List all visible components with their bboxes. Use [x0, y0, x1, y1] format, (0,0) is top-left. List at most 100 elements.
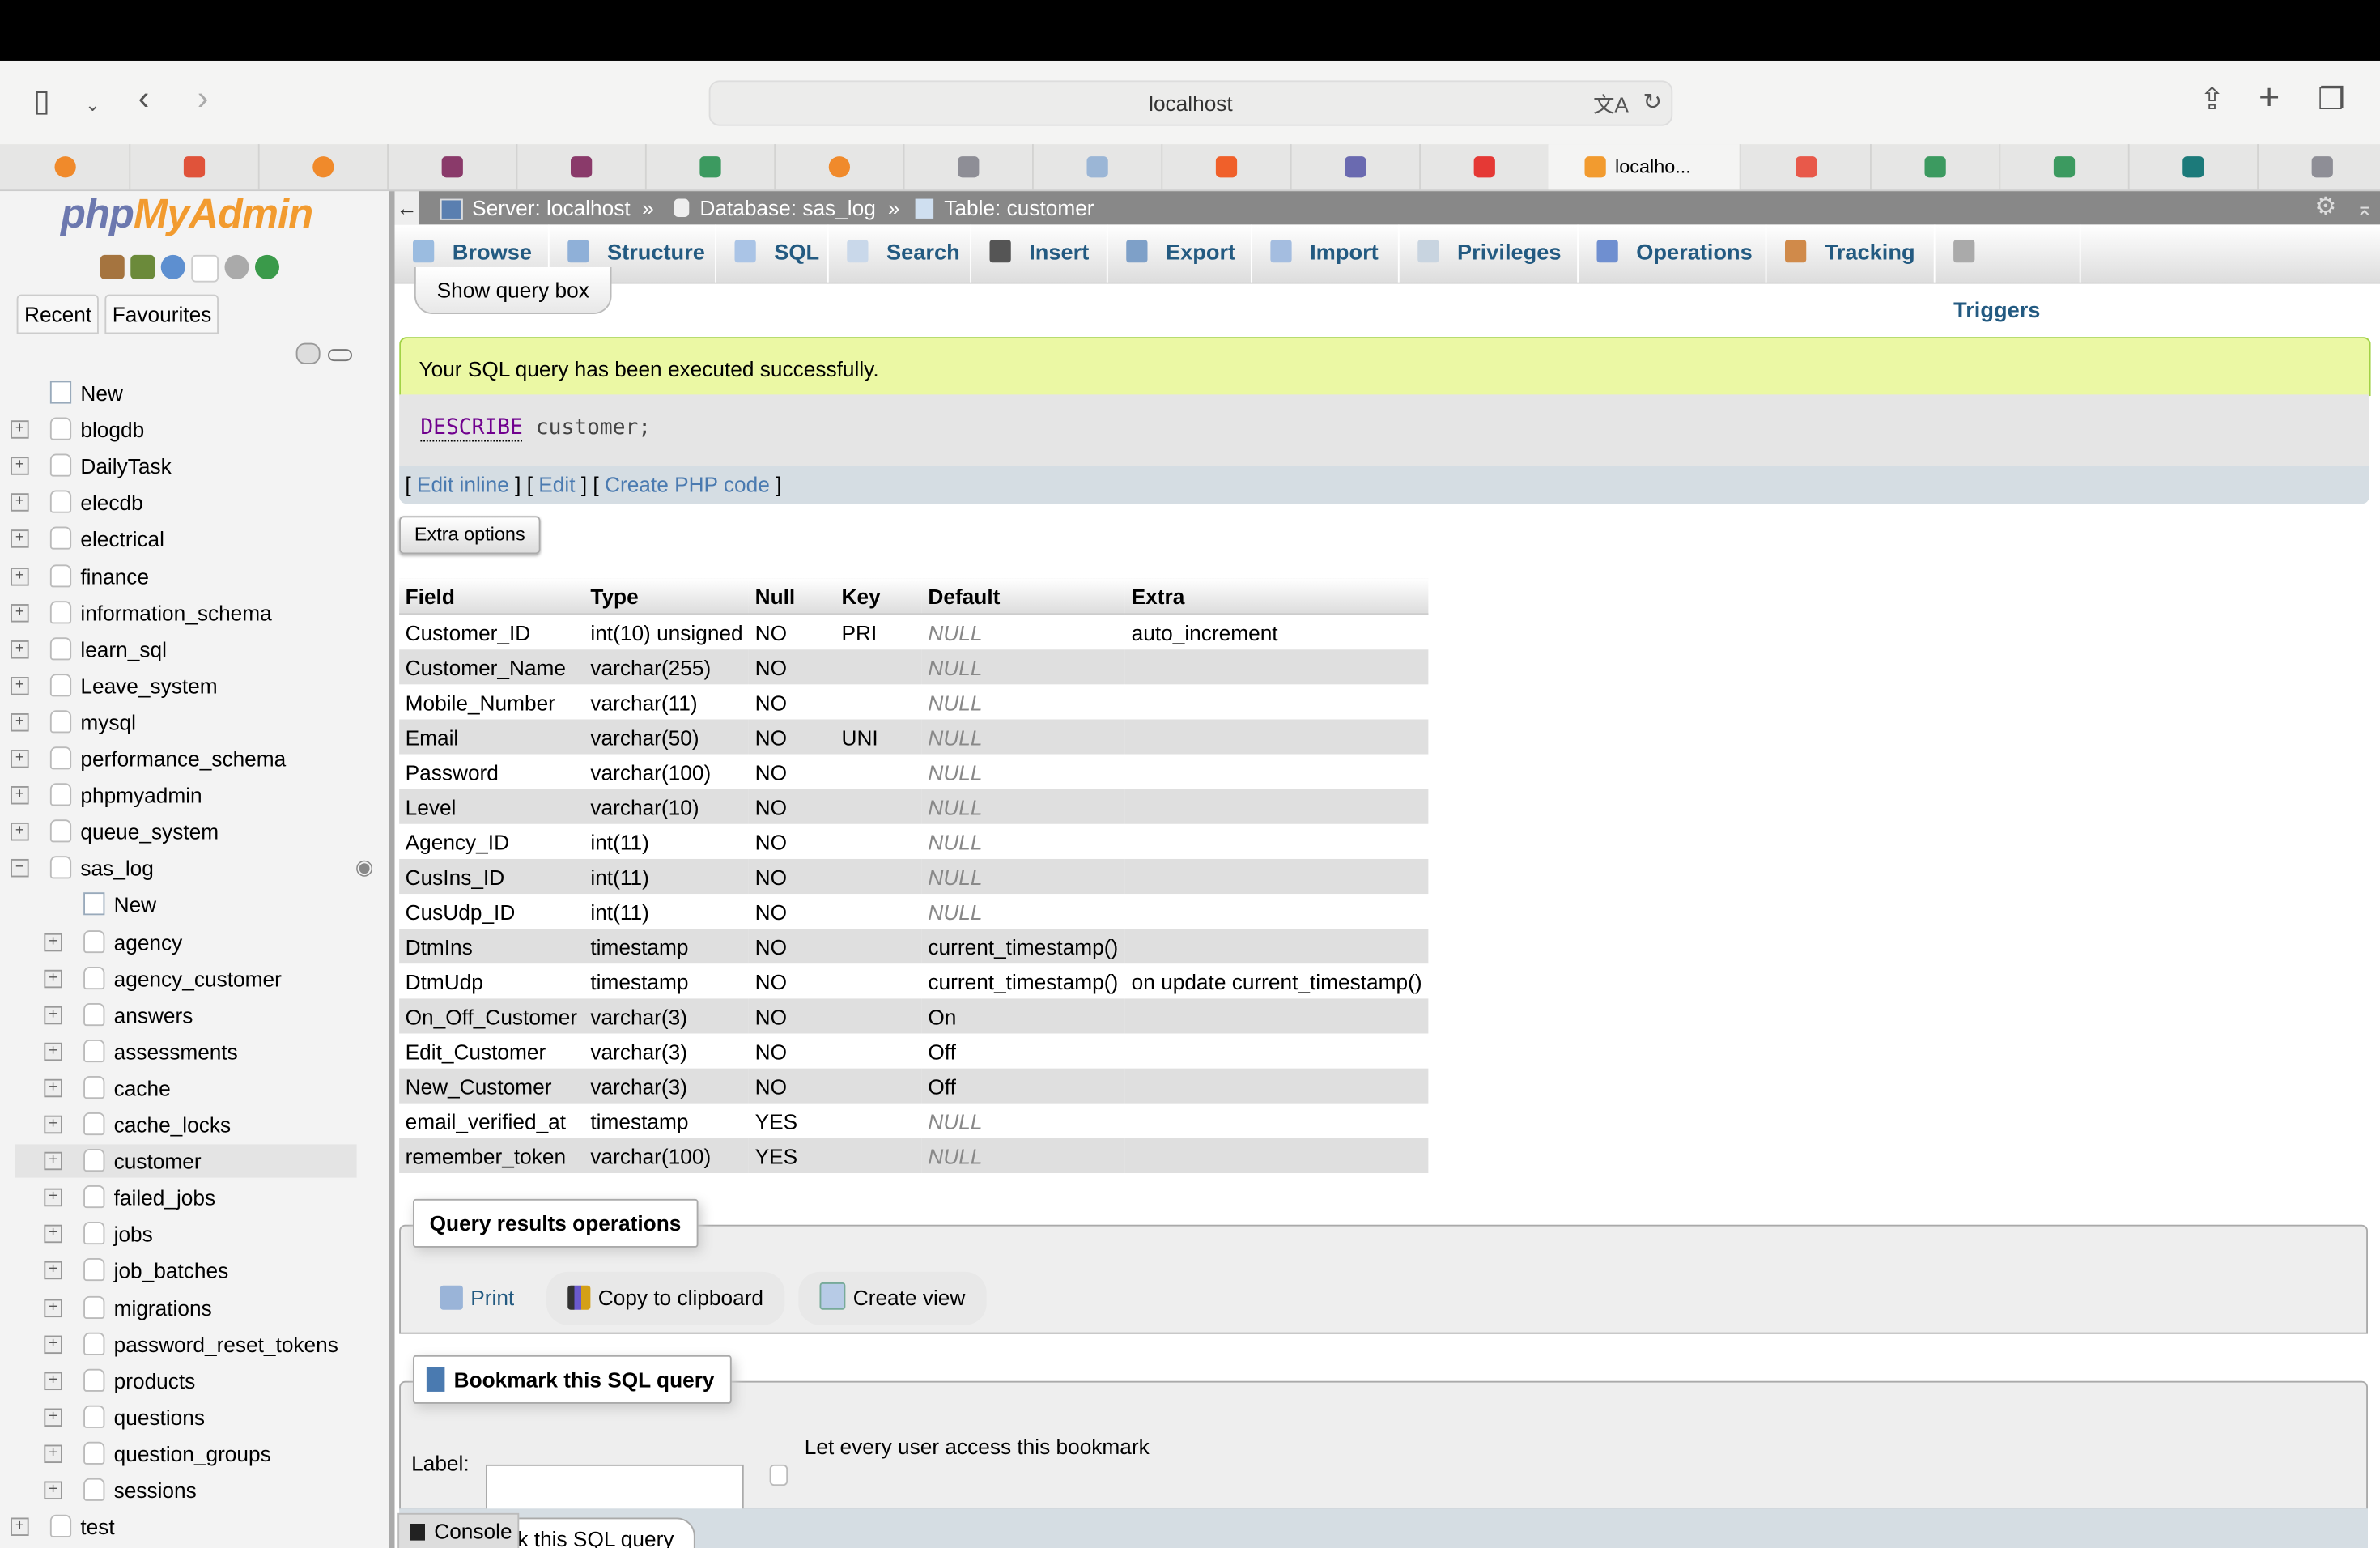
tree-item[interactable]: + migrations [44, 1291, 212, 1324]
expand-icon[interactable]: + [44, 1444, 62, 1463]
browser-tab[interactable] [1032, 144, 1163, 190]
tree-item[interactable]: + learn_sql [11, 632, 167, 666]
tree-item[interactable]: + mysql [11, 705, 136, 738]
expand-icon[interactable]: + [44, 1115, 62, 1134]
bookmark-query-submit-partial[interactable]: k this SQL query [512, 1517, 695, 1548]
translate-icon[interactable]: 文A [1593, 92, 1629, 117]
column-header[interactable]: Key [835, 578, 922, 615]
browser-tab[interactable] [387, 144, 518, 190]
browser-tab[interactable] [0, 144, 131, 190]
expand-icon[interactable]: + [11, 457, 29, 476]
address-bar[interactable]: localhost 文A ↻ [708, 80, 1673, 126]
browser-tab[interactable] [2257, 144, 2380, 189]
browser-tab[interactable] [1419, 144, 1550, 190]
expand-icon[interactable]: + [11, 823, 29, 841]
tree-item[interactable]: + information_schema [11, 596, 272, 629]
tree-item[interactable]: + cache [44, 1071, 171, 1104]
collapse-arrow-icon[interactable]: ← [394, 191, 419, 225]
collapse-icon[interactable]: − [11, 859, 29, 878]
browser-tab[interactable] [1999, 144, 2130, 190]
breadcrumb-table[interactable]: Table: customer [944, 195, 1094, 220]
tree-item[interactable]: + electrical [11, 523, 164, 556]
tree-item[interactable]: + cache_locks [44, 1108, 231, 1141]
tree-item[interactable]: + DailyTask [11, 449, 172, 483]
browser-tab[interactable] [903, 144, 1034, 190]
tab-structure[interactable]: Structure [550, 224, 716, 283]
expand-icon[interactable]: + [44, 1408, 62, 1427]
browser-tab[interactable] [1161, 144, 1292, 190]
create-view-button[interactable]: Create view [798, 1271, 987, 1325]
expand-icon[interactable]: + [11, 786, 29, 805]
expand-icon[interactable]: + [44, 1151, 62, 1171]
sidebar-toggle-icon[interactable]: ▯ [33, 84, 50, 119]
browser-tab[interactable] [1870, 144, 2001, 190]
tree-item[interactable]: + failed_jobs [44, 1181, 215, 1214]
help-icon[interactable] [160, 254, 185, 279]
share-bookmark-label[interactable]: Let every user access this bookmark [804, 1434, 1150, 1459]
expand-icon[interactable]: + [44, 1261, 62, 1280]
breadcrumb-server[interactable]: Server: localhost [472, 195, 631, 220]
expand-icon[interactable]: + [44, 1371, 62, 1390]
column-header[interactable]: Type [584, 578, 750, 615]
docs-icon[interactable] [191, 254, 219, 283]
browser-tab[interactable] [2128, 144, 2259, 190]
reload-icon[interactable]: ↻ [1643, 89, 1663, 116]
expand-icon[interactable]: + [44, 1225, 62, 1244]
tab-browse[interactable]: Browse [395, 224, 550, 283]
share-bookmark-checkbox[interactable] [769, 1464, 788, 1486]
tree-item[interactable]: + job_batches [44, 1254, 228, 1287]
gear-icon[interactable] [224, 254, 249, 279]
browser-tab[interactable] [774, 144, 905, 190]
tree-item[interactable]: + questions [44, 1401, 205, 1434]
tree-item[interactable]: + assessments [44, 1035, 238, 1068]
browser-tab[interactable] [129, 144, 260, 190]
back-icon[interactable]: ‹ [138, 79, 150, 117]
column-header[interactable]: Default [921, 578, 1126, 615]
tree-item[interactable]: + test [11, 1510, 115, 1543]
tab-search[interactable]: Search [829, 224, 971, 283]
sql-keyword-link[interactable]: DESCRIBE [420, 415, 523, 442]
tree-item[interactable]: + queue_system [11, 815, 219, 848]
bookmark-label-input[interactable] [486, 1464, 744, 1513]
recent-button[interactable]: Recent [16, 294, 100, 334]
tree-item[interactable]: + products [44, 1364, 195, 1397]
expand-icon[interactable]: + [44, 1006, 62, 1024]
tab-export[interactable]: Export [1108, 224, 1252, 283]
tab-tracking[interactable]: Tracking [1767, 224, 1936, 283]
expand-icon[interactable]: + [44, 1298, 62, 1317]
expand-icon[interactable]: + [11, 1517, 29, 1537]
tab-privileges[interactable]: Privileges [1400, 224, 1579, 283]
link-icon[interactable] [328, 349, 352, 362]
favourites-button[interactable]: Favourites [104, 294, 219, 334]
tab-overview-icon[interactable]: ❐ [2318, 83, 2345, 117]
extra-options-button[interactable]: Extra options [399, 516, 541, 555]
share-icon[interactable]: ⇪ [2199, 83, 2225, 117]
breadcrumb-database[interactable]: Database: sas_log [699, 195, 876, 220]
expand-icon[interactable]: + [11, 712, 29, 732]
tree-item[interactable]: + question_groups [44, 1437, 271, 1470]
create-php-code-link[interactable]: Create PHP code [605, 471, 770, 496]
tab-triggers[interactable]: Triggers [1936, 224, 2081, 323]
expand-icon[interactable]: + [44, 932, 62, 951]
expand-icon[interactable]: + [44, 1481, 62, 1500]
tree-item[interactable]: + password_reset_tokens [44, 1327, 338, 1360]
expand-icon[interactable]: + [44, 1189, 62, 1207]
expand-icon[interactable]: + [11, 420, 29, 439]
new-tab-icon[interactable]: + [2259, 77, 2280, 119]
tree-item[interactable]: + agency [44, 925, 182, 959]
expand-icon[interactable]: + [11, 529, 29, 549]
column-header[interactable]: Field [399, 578, 584, 615]
reload-icon[interactable] [255, 254, 279, 279]
tree-item[interactable]: + jobs [44, 1218, 153, 1251]
show-query-box-button[interactable]: Show query box [414, 266, 612, 315]
console-toggle[interactable]: Console [397, 1512, 520, 1548]
tree-item[interactable]: − sas_log [11, 852, 154, 885]
home-icon[interactable] [100, 254, 125, 279]
forward-icon[interactable]: › [197, 79, 209, 117]
expand-icon[interactable]: + [11, 750, 29, 768]
collapse-top-icon[interactable]: ⌅ [2356, 195, 2374, 220]
chevron-down-icon[interactable]: ⌄ [85, 94, 100, 116]
tree-item[interactable]: + blogdb [11, 413, 144, 446]
expand-icon[interactable]: + [11, 640, 29, 658]
eye-icon[interactable]: ◉ [355, 854, 374, 879]
